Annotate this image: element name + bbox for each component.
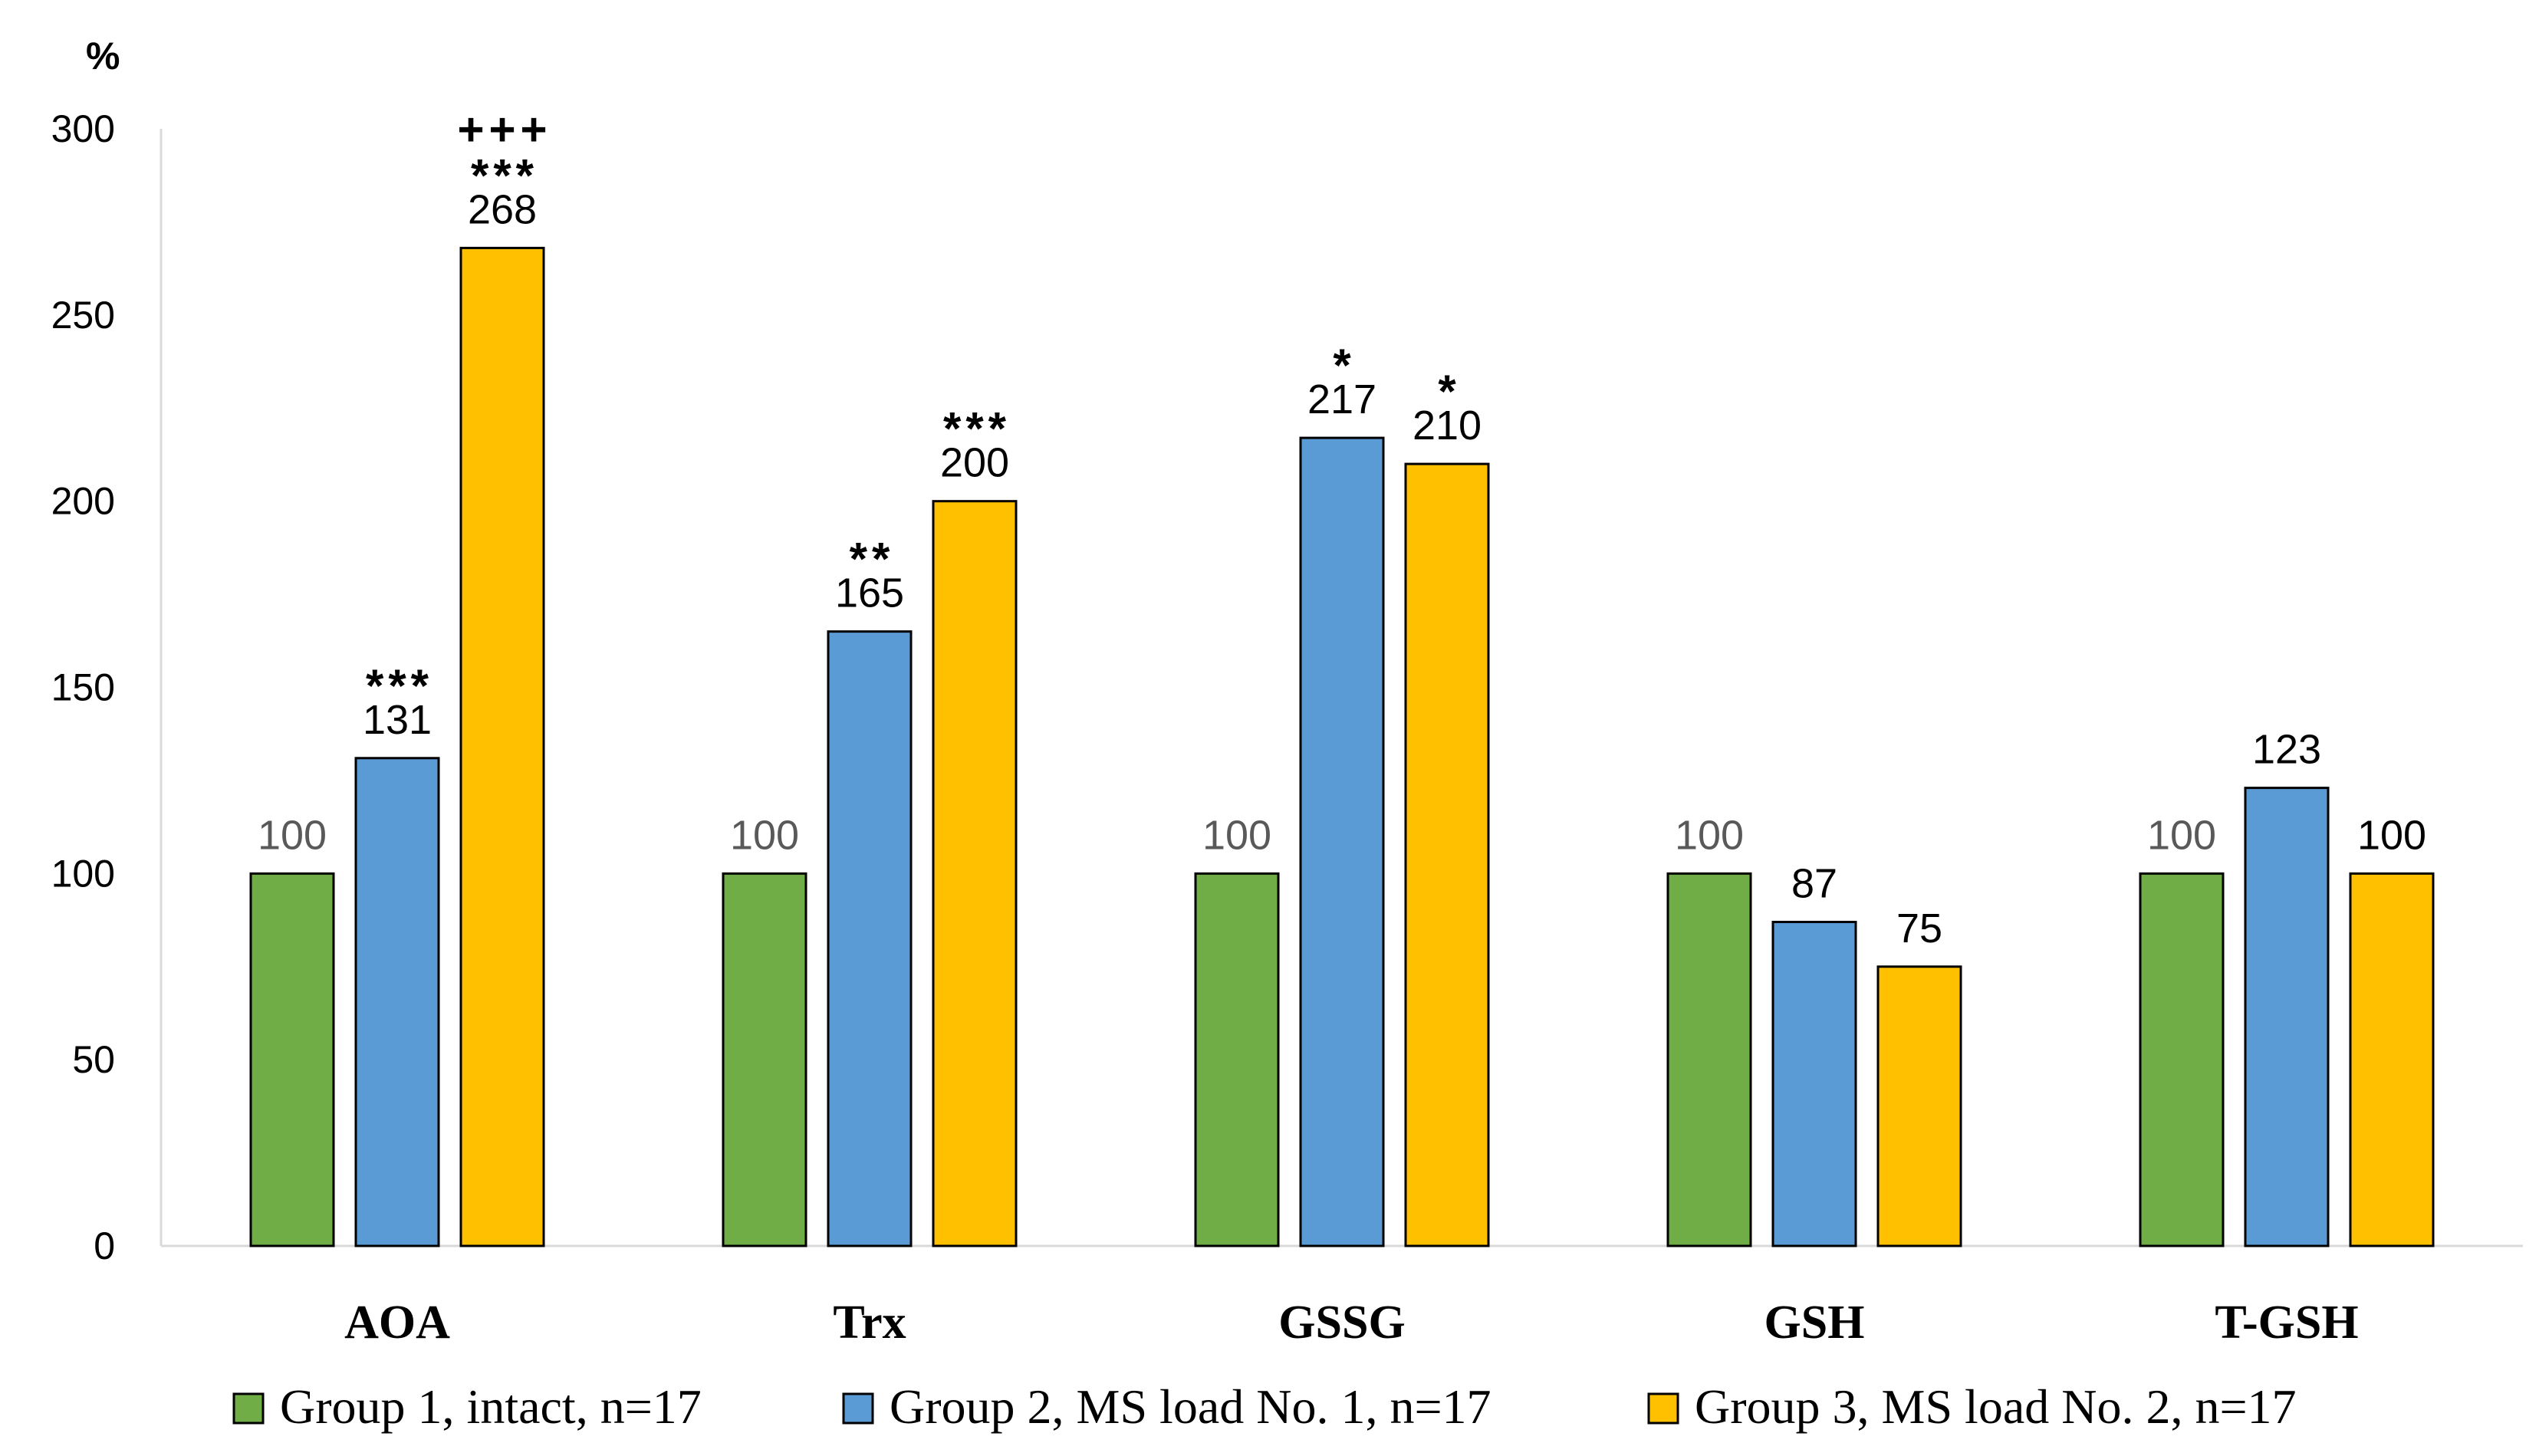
y-tick-label-300: 300 bbox=[51, 107, 115, 150]
value-label-aoa-group-3: 268 bbox=[468, 186, 537, 232]
category-label-gssg: GSSG bbox=[1278, 1297, 1405, 1349]
value-label-gssg-group-3: 210 bbox=[1413, 403, 1482, 449]
y-tick-label-200: 200 bbox=[51, 480, 115, 523]
value-label-gsh-group-2: 87 bbox=[1791, 860, 1837, 906]
bar-aoa-group-2 bbox=[354, 757, 440, 1247]
bar-gssg-group-2 bbox=[1299, 436, 1385, 1247]
y-tick-label-150: 150 bbox=[51, 666, 115, 709]
bar-trx-group-3 bbox=[932, 500, 1018, 1247]
value-label-gsh-group-3: 75 bbox=[1896, 905, 1942, 951]
value-label-aoa-group-2: 131 bbox=[363, 697, 432, 743]
y-axis-ticks: 0 50 100 150 200 250 300 bbox=[51, 107, 115, 1267]
value-label-t-gsh-group-2: 123 bbox=[2252, 727, 2321, 773]
significance-mark-aoa-group-3-1: *** bbox=[471, 150, 538, 201]
value-label-trx-group-1: 100 bbox=[730, 812, 799, 858]
bar-gssg-group-3 bbox=[1404, 462, 1490, 1247]
value-label-aoa-group-1: 100 bbox=[258, 812, 327, 858]
significance-mark-trx-group-3-0: *** bbox=[943, 403, 1011, 455]
y-tick-label-0: 0 bbox=[94, 1224, 115, 1267]
y-tick-label-250: 250 bbox=[51, 294, 115, 337]
value-label-t-gsh-group-3: 100 bbox=[2357, 812, 2426, 858]
y-tick-label-50: 50 bbox=[72, 1038, 115, 1081]
bar-aoa-group-1 bbox=[249, 872, 335, 1247]
significance-mark-aoa-group-2-0: *** bbox=[366, 660, 433, 712]
significance-mark-gssg-group-3-0: * bbox=[1438, 366, 1460, 417]
category-label-gsh: GSH bbox=[1764, 1297, 1865, 1349]
value-label-gsh-group-1: 100 bbox=[1675, 812, 1744, 858]
bar-trx-group-2 bbox=[827, 630, 913, 1247]
category-label-t-gsh: T-GSH bbox=[2215, 1297, 2358, 1349]
value-label-gssg-group-1: 100 bbox=[1202, 812, 1271, 858]
bar-gsh-group-1 bbox=[1666, 872, 1752, 1247]
legend-label-group-2: Group 2, MS load No. 1, n=17 bbox=[890, 1379, 1491, 1434]
bar-trx-group-1 bbox=[722, 872, 807, 1247]
bars bbox=[249, 246, 2435, 1247]
value-label-trx-group-2: 165 bbox=[835, 570, 904, 616]
bar-aoa-group-3 bbox=[459, 246, 545, 1247]
legend-label-group-1: Group 1, intact, n=17 bbox=[280, 1379, 702, 1434]
value-label-gssg-group-2: 217 bbox=[1307, 376, 1376, 422]
significance-labels: ******+++******* bbox=[366, 104, 1460, 712]
legend-swatch-group-3 bbox=[1647, 1392, 1679, 1425]
value-label-t-gsh-group-1: 100 bbox=[2147, 812, 2216, 858]
legend-swatch-group-2 bbox=[842, 1392, 874, 1425]
legend-label-group-3: Group 3, MS load No. 2, n=17 bbox=[1695, 1379, 2297, 1434]
significance-mark-aoa-group-3-0: +++ bbox=[457, 104, 551, 155]
y-tick-label-100: 100 bbox=[51, 852, 115, 895]
significance-mark-trx-group-2-0: ** bbox=[850, 534, 895, 585]
bar-t-gsh-group-1 bbox=[2139, 872, 2225, 1247]
legend-swatch-group-1 bbox=[232, 1392, 265, 1425]
bar-gsh-group-3 bbox=[1876, 965, 1962, 1247]
value-label-trx-group-3: 200 bbox=[940, 440, 1009, 486]
category-label-aoa: AOA bbox=[344, 1297, 450, 1349]
value-labels: 100 131 268 100 165 200 100 217 210 100 87 75 100 123… bbox=[258, 186, 2426, 951]
category-labels: AOA Trx GSSG GSH T-GSH bbox=[344, 1297, 2359, 1349]
bar-gsh-group-2 bbox=[1771, 920, 1857, 1247]
y-axis-unit-label: % bbox=[86, 35, 120, 77]
bar-t-gsh-group-3 bbox=[2349, 872, 2435, 1247]
bar-gssg-group-1 bbox=[1194, 872, 1280, 1247]
significance-mark-gssg-group-2-0: * bbox=[1333, 340, 1355, 391]
bar-t-gsh-group-2 bbox=[2244, 787, 2330, 1247]
category-label-trx: Trx bbox=[833, 1297, 906, 1349]
legend: Group 1, intact, n=17 Group 2, MS load No… bbox=[232, 1379, 2297, 1434]
